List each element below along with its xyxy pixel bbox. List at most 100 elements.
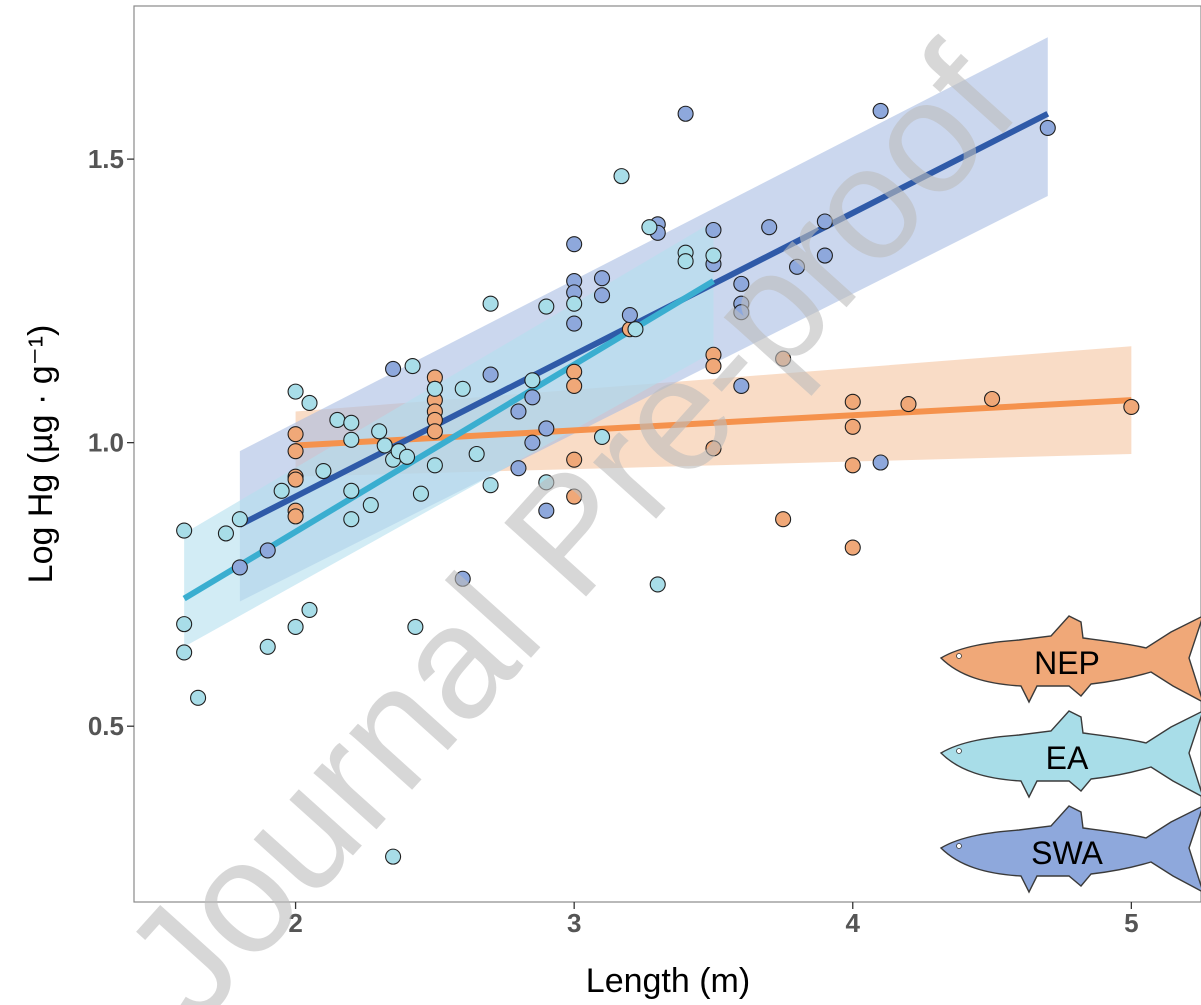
point-swa	[385, 360, 402, 377]
point-ea	[426, 457, 443, 474]
point-nep	[1123, 398, 1140, 415]
legend-item-nep: NEP	[939, 615, 1201, 704]
point-swa	[872, 454, 889, 471]
point-swa	[1039, 119, 1056, 136]
legend-label: NEP	[1034, 645, 1100, 681]
point-ea	[343, 414, 360, 431]
point-ea	[482, 295, 499, 312]
y-tick-label: 1.0	[88, 428, 124, 458]
point-swa	[761, 219, 778, 236]
point-ea	[705, 247, 722, 264]
point-swa	[566, 236, 583, 253]
point-swa	[566, 315, 583, 332]
fit-line-swa	[238, 111, 1050, 528]
point-ea	[404, 358, 421, 375]
point-ea	[376, 437, 393, 454]
point-nep	[844, 393, 861, 410]
point-ea	[176, 616, 193, 633]
point-ea	[190, 689, 207, 706]
point-swa	[538, 420, 555, 437]
point-ea	[398, 448, 416, 465]
point-ea	[287, 618, 304, 636]
shark-legend: NEP EA SWA	[939, 615, 1201, 894]
point-nep	[566, 377, 583, 394]
band-ea	[184, 221, 714, 647]
point-ea	[273, 482, 290, 499]
point-ea	[329, 411, 346, 429]
point-ea	[649, 576, 666, 593]
point-swa	[621, 307, 638, 324]
y-axis-title: Log Hg (µg · g⁻¹)	[22, 325, 60, 584]
point-ea	[301, 394, 318, 412]
point-ea	[613, 168, 630, 185]
point-swa	[510, 403, 527, 420]
point-nep	[775, 511, 792, 528]
point-ea	[627, 321, 644, 338]
point-ea	[371, 423, 388, 440]
point-nep	[705, 440, 722, 457]
y-tick-label: 0.5	[88, 711, 124, 741]
point-nep	[900, 396, 917, 413]
legend-label: SWA	[1031, 835, 1103, 871]
point-ea	[593, 428, 611, 446]
point-ea	[362, 496, 379, 514]
point-nep	[775, 350, 792, 367]
point-swa	[482, 366, 499, 383]
point-ea	[641, 219, 658, 236]
point-nep	[287, 471, 304, 488]
point-ea	[385, 848, 402, 865]
point-ea	[231, 511, 248, 528]
point-ea	[412, 485, 429, 502]
point-swa	[733, 304, 750, 321]
point-ea	[343, 431, 360, 448]
point-nep	[844, 418, 861, 435]
point-swa	[705, 221, 722, 239]
point-swa	[733, 377, 750, 394]
point-ea	[176, 644, 193, 661]
point-ea	[454, 380, 471, 397]
x-axis-title: Length (m)	[586, 962, 750, 1000]
point-swa	[524, 434, 541, 451]
x-tick-label: 5	[1124, 908, 1138, 938]
point-nep	[566, 451, 583, 468]
shark-eye-icon	[956, 748, 962, 754]
point-nep	[844, 457, 861, 474]
point-ea	[301, 601, 318, 618]
legend-item-swa: SWA	[939, 805, 1201, 894]
shark-eye-icon	[956, 843, 962, 849]
data-points	[176, 102, 1140, 865]
point-nep	[844, 539, 861, 556]
point-swa	[788, 258, 806, 275]
point-nep	[705, 358, 722, 375]
point-swa	[816, 213, 833, 230]
x-tick-label: 4	[846, 908, 861, 938]
x-tick-label: 3	[567, 908, 581, 938]
axis-ticks: 2 3 4 5 0.5 1.0 1.5	[88, 144, 1139, 938]
point-ea	[287, 383, 304, 400]
point-ea	[343, 482, 360, 499]
shark-icon	[939, 615, 1201, 704]
point-swa	[593, 270, 611, 287]
point-swa	[733, 275, 750, 292]
point-nep	[566, 488, 583, 505]
point-swa	[259, 542, 276, 559]
point-ea	[482, 477, 499, 494]
point-ea	[315, 462, 332, 480]
point-ea	[566, 295, 583, 312]
point-ea	[538, 474, 555, 491]
point-swa	[538, 502, 555, 519]
point-nep	[287, 508, 304, 525]
point-nep	[566, 363, 583, 380]
y-tick-label: 1.5	[88, 144, 124, 174]
point-swa	[510, 460, 527, 477]
point-swa	[872, 102, 889, 119]
shark-icon	[939, 710, 1201, 799]
legend-item-ea: EA	[939, 710, 1201, 799]
point-swa	[231, 559, 248, 576]
point-swa	[677, 105, 694, 122]
x-tick-label: 2	[288, 908, 302, 938]
point-swa	[593, 287, 611, 304]
shark-icon	[939, 805, 1201, 894]
point-ea	[259, 638, 276, 655]
